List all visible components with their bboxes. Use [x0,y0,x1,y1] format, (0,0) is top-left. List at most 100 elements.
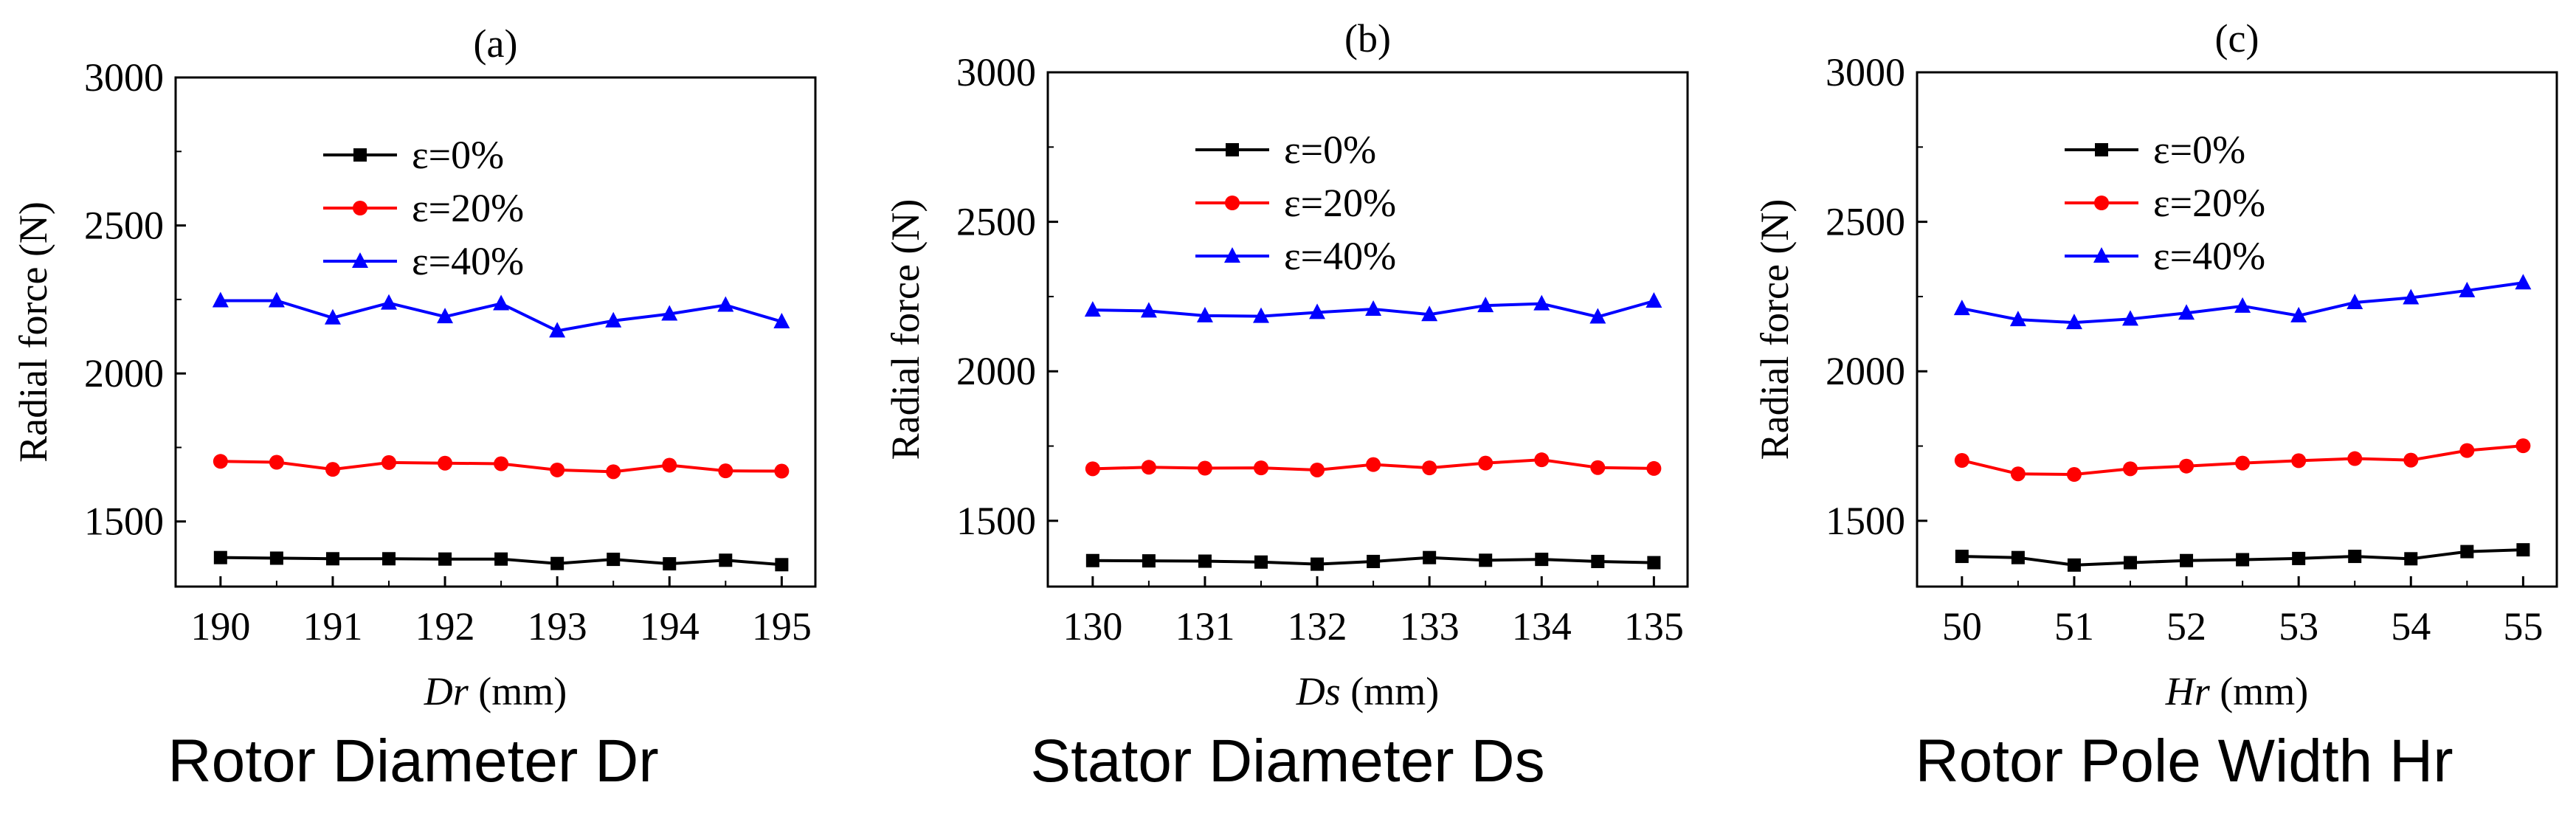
x-tick-label: 132 [1288,604,1347,649]
data-point [2290,306,2307,322]
y-tick-label: 1500 [1826,499,1905,543]
data-point [1085,553,1099,567]
data-point [662,457,677,473]
data-point [773,312,790,328]
data-point [606,464,621,480]
data-point [1254,460,1268,476]
legend-label: ε=40% [412,239,524,283]
legend-label: ε=0% [412,133,504,177]
y-axis-label-b: Radial force (N) [883,199,928,460]
data-point [550,462,565,477]
legend-marker [2095,143,2108,156]
legend-label: ε=20% [1284,181,1396,225]
legend-marker [353,148,367,162]
data-point [550,556,564,570]
data-point [2515,438,2531,454]
data-point [2178,304,2195,320]
data-point [1477,297,1494,313]
data-point [381,455,396,470]
data-point [2515,274,2532,290]
data-point [1423,550,1437,564]
data-point [2347,451,2363,466]
data-point [1254,555,1268,569]
data-point [1955,550,1969,564]
x-tick-label: 52 [2166,604,2206,649]
data-point [2460,545,2474,559]
data-point [1421,305,1438,322]
caption-c: Rotor Pole Width Hr [1915,728,2454,795]
data-point [719,553,733,567]
data-point [269,455,284,470]
x-tick-label: 193 [528,604,587,649]
data-point [1367,554,1381,568]
data-point [2010,466,2026,482]
data-point [2236,553,2250,567]
legend-marker [2094,196,2109,210]
data-point [1141,460,1156,475]
data-point [1590,460,1606,475]
x-tick-label: 135 [1624,604,1684,649]
y-tick-label: 3000 [956,50,1036,94]
legend-label: ε=0% [2153,128,2245,172]
data-point [775,558,789,572]
data-point [605,311,622,328]
series-a-0 [213,550,789,572]
plot-frame-c [1916,71,2558,588]
data-point [2347,294,2363,310]
data-point [1479,553,1493,567]
x-axis-label-c: Hr (mm) [2165,669,2309,713]
x-tick-label: 55 [2503,604,2543,649]
data-point [2291,453,2307,469]
data-point [663,557,677,571]
series-c-2 [1953,274,2532,330]
legend-marker [352,252,368,268]
caption-a: Rotor Diameter Dr [168,728,659,795]
data-point [2292,551,2306,565]
x-tick-label: 190 [190,604,250,649]
y-tick-label: 1500 [956,499,1036,543]
data-point [382,552,396,566]
data-point [1310,462,1325,477]
data-point [1140,302,1157,318]
x-tick-label: 131 [1175,604,1235,649]
data-point [1954,452,1969,468]
data-point [2516,543,2530,557]
data-point [549,322,566,338]
data-point [1197,460,1212,476]
legend-marker [1225,196,1240,210]
x-tick-label: 191 [303,604,362,649]
data-point [2011,550,2025,564]
data-point [213,550,227,564]
legend-b: ε=0% ε=20% ε=40% [1195,128,1396,278]
x-tick-label: 134 [1512,604,1572,649]
data-point [2459,281,2476,297]
chart-a: (a) 1500 2000 2500 3000 190 191 192 193 194 195 Dr … [11,21,817,713]
data-point [1535,553,1549,567]
series-c-1 [1954,438,2531,483]
x-tick-label: 50 [1942,604,1982,649]
x-tick-label: 51 [2054,604,2094,649]
legend-a: ε=0% ε=20% ε=40% [323,133,524,283]
data-point [2348,550,2362,564]
data-point [661,305,678,321]
data-point [718,463,733,479]
x-axis-label-b: Ds (mm) [1296,669,1440,713]
panel-label-a: (a) [474,21,518,66]
data-point [493,294,510,311]
data-point [717,296,734,312]
data-point [1311,557,1325,571]
data-point [1309,303,1326,319]
data-point [1591,554,1605,568]
x-tick-label: 194 [640,604,700,649]
data-point [325,552,339,566]
data-point [1422,460,1437,476]
data-point [437,308,454,324]
data-point [2234,297,2251,313]
series-a-2 [212,291,790,338]
data-point [774,463,790,479]
x-axis-label-a: Dr (mm) [424,669,567,713]
data-point [1953,300,1970,316]
plot-frame-a [174,76,817,588]
x-tick-label: 133 [1400,604,1460,649]
